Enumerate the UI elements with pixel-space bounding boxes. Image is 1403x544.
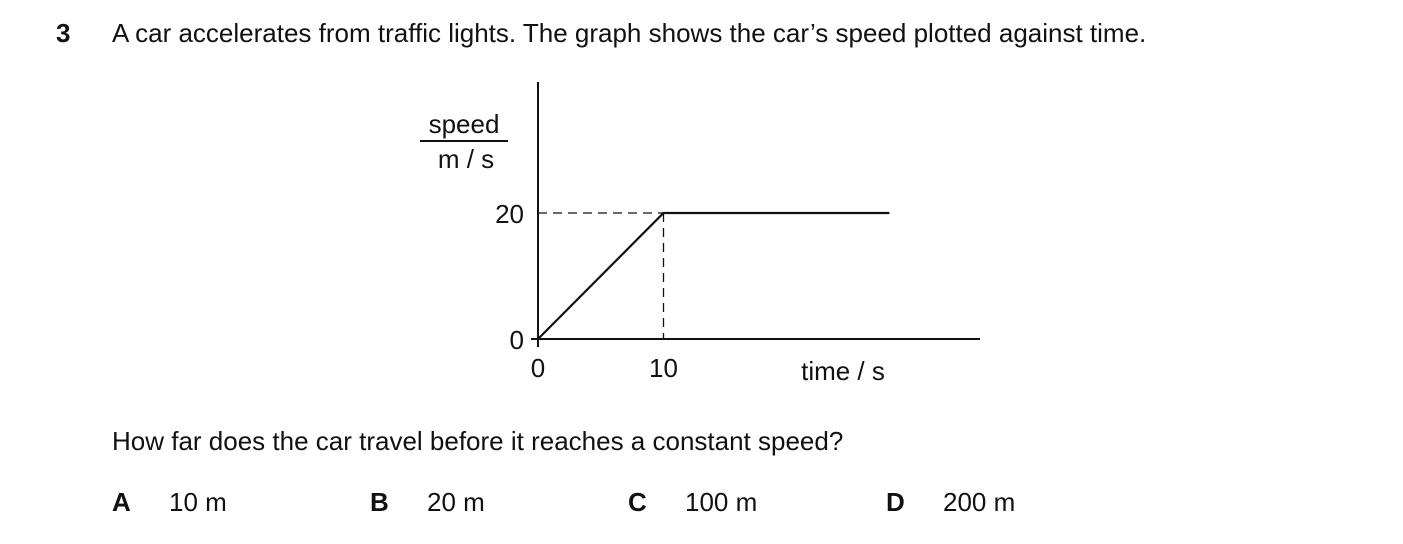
speed-series-line — [537, 211, 890, 340]
option-a-value: 10 m — [169, 487, 227, 517]
option-d-letter: D — [886, 487, 905, 517]
option-b-value: 20 m — [427, 487, 485, 517]
question-prompt: How far does the car travel before it re… — [112, 426, 844, 456]
option-c-value: 100 m — [685, 487, 758, 517]
option-a-letter: A — [112, 487, 131, 517]
y-axis-label-top: speed — [429, 109, 500, 139]
question-number: 3 — [56, 18, 71, 48]
option-b-letter: B — [370, 487, 389, 517]
option-d-value: 200 m — [943, 487, 1016, 517]
question-stem: A car accelerates from traffic lights. T… — [112, 18, 1147, 48]
y-tick-label: 0 — [510, 325, 524, 355]
option-c-letter: C — [628, 487, 647, 517]
x-axis-label: time / s — [801, 356, 885, 386]
x-tick-label: 10 — [649, 353, 678, 383]
y-axis-label-bottom: m / s — [438, 144, 494, 174]
x-tick-label: 0 — [531, 353, 545, 383]
y-tick-label: 20 — [495, 199, 524, 229]
